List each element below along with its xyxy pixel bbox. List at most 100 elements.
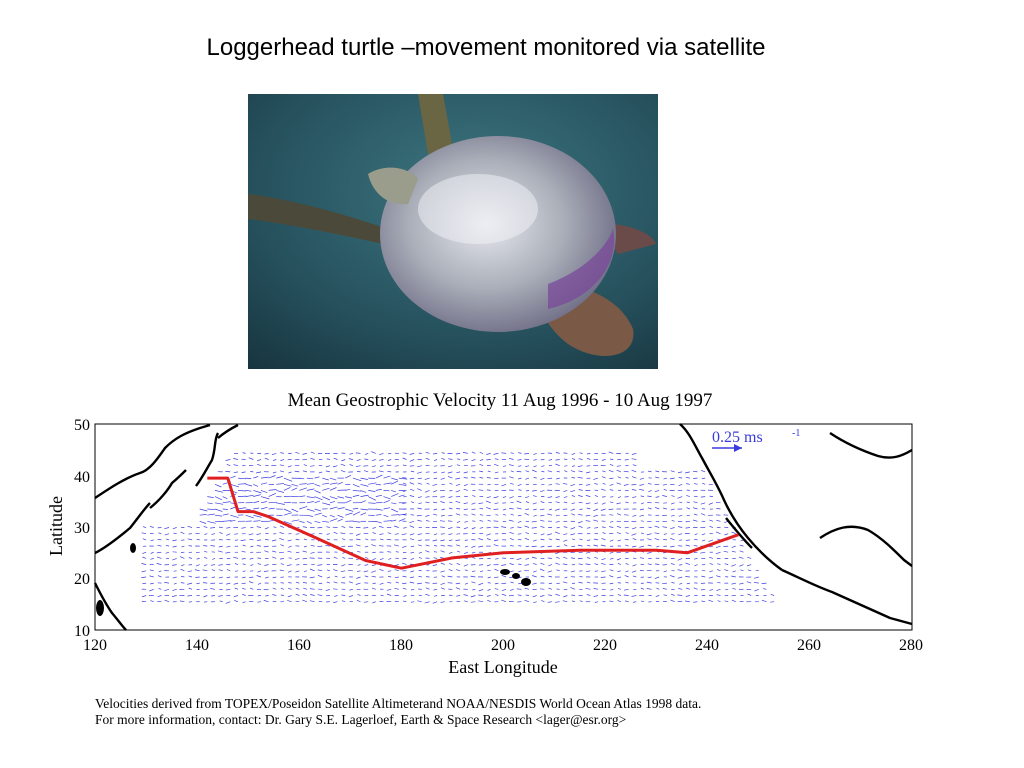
velocity-vector — [625, 600, 629, 603]
velocity-vector — [471, 545, 476, 548]
velocity-vector — [495, 594, 499, 596]
velocity-vector — [479, 507, 484, 510]
velocity-vector — [686, 483, 690, 485]
velocity-vector — [470, 575, 476, 578]
velocity-vector — [647, 520, 652, 523]
velocity-vector — [249, 558, 254, 560]
velocity-vector — [409, 477, 415, 480]
velocity-vector — [548, 538, 553, 541]
velocity-vector — [617, 570, 621, 572]
velocity-vector — [195, 551, 200, 554]
y-tick-40: 40 — [74, 469, 90, 486]
velocity-vector — [337, 481, 343, 485]
velocity-vector — [685, 544, 690, 547]
velocity-vector — [226, 527, 231, 529]
velocity-vector — [425, 496, 430, 498]
velocity-vector — [625, 551, 629, 554]
velocity-vector — [593, 538, 599, 541]
velocity-vector — [678, 533, 683, 536]
velocity-vector — [654, 563, 660, 565]
velocity-vector — [226, 533, 231, 536]
velocity-vector — [402, 482, 407, 485]
velocity-vector — [448, 551, 453, 554]
velocity-vector — [525, 477, 530, 480]
velocity-vector — [371, 459, 376, 462]
velocity-vector — [623, 594, 629, 596]
velocity-vector — [245, 508, 251, 511]
velocity-vector — [425, 582, 430, 584]
velocity-vector — [487, 599, 491, 603]
velocity-vector — [685, 471, 690, 474]
velocity-vector — [525, 501, 530, 504]
velocity-vector — [345, 488, 351, 491]
velocity-vector — [141, 532, 147, 535]
velocity-vector — [299, 487, 307, 491]
velocity-vector — [585, 551, 591, 554]
velocity-vector — [173, 532, 177, 535]
velocity-vector — [317, 569, 323, 572]
velocity-vector — [322, 502, 331, 506]
velocity-vector — [731, 550, 736, 553]
velocity-vector — [345, 512, 353, 516]
velocity-vector — [253, 514, 262, 518]
shell-purple-edge — [548, 229, 615, 309]
velocity-vector — [738, 556, 744, 559]
velocity-vector — [518, 570, 522, 573]
velocity-vector — [679, 501, 683, 504]
velocity-vector — [533, 477, 537, 479]
velocity-vector — [631, 533, 637, 536]
velocity-vector — [279, 551, 284, 554]
velocity-vector — [571, 465, 576, 467]
velocity-vector — [409, 525, 415, 528]
velocity-vector — [486, 514, 491, 517]
velocity-vector — [570, 533, 576, 536]
velocity-vector — [379, 545, 384, 547]
velocity-vector — [402, 558, 407, 560]
velocity-vector — [326, 538, 331, 541]
velocity-vector — [617, 539, 622, 542]
velocity-vector — [464, 582, 468, 585]
velocity-vector — [632, 545, 637, 548]
velocity-vector — [731, 575, 736, 578]
velocity-vector — [212, 558, 216, 560]
velocity-vector — [647, 495, 652, 497]
velocity-vector — [571, 453, 576, 455]
velocity-vector — [364, 575, 369, 578]
coast-hokkaido — [217, 423, 239, 439]
velocity-vector — [348, 458, 353, 460]
velocity-vector — [234, 600, 239, 603]
velocity-vector — [410, 470, 415, 473]
velocity-vector — [219, 600, 223, 603]
velocity-vector — [563, 452, 568, 454]
velocity-vector — [375, 489, 382, 491]
velocity-vector — [349, 464, 354, 467]
velocity-vector — [516, 558, 522, 561]
velocity-vector — [225, 601, 231, 604]
velocity-vector — [425, 514, 430, 517]
velocity-vector — [234, 587, 239, 590]
velocity-vector — [646, 533, 652, 536]
velocity-vector — [409, 495, 415, 497]
velocity-vector — [678, 477, 683, 479]
velocity-vector — [349, 453, 353, 455]
velocity-vector — [256, 526, 262, 528]
velocity-vector — [564, 470, 568, 473]
velocity-vector — [180, 531, 185, 535]
velocity-vector — [237, 490, 247, 492]
velocity-vector — [601, 496, 606, 498]
velocity-vector — [371, 451, 376, 454]
velocity-vector — [447, 476, 453, 479]
velocity-vector — [640, 520, 644, 522]
velocity-vector — [329, 482, 338, 485]
velocity-vector — [547, 594, 553, 596]
velocity-vector — [471, 508, 476, 511]
velocity-vector — [663, 477, 667, 480]
velocity-vector — [172, 588, 177, 591]
velocity-vector — [579, 452, 583, 454]
velocity-vector — [345, 508, 354, 512]
velocity-vector — [708, 539, 714, 542]
velocity-vector — [395, 551, 399, 553]
velocity-vector — [410, 601, 415, 603]
velocity-vector — [525, 465, 530, 468]
velocity-vector — [678, 588, 683, 590]
